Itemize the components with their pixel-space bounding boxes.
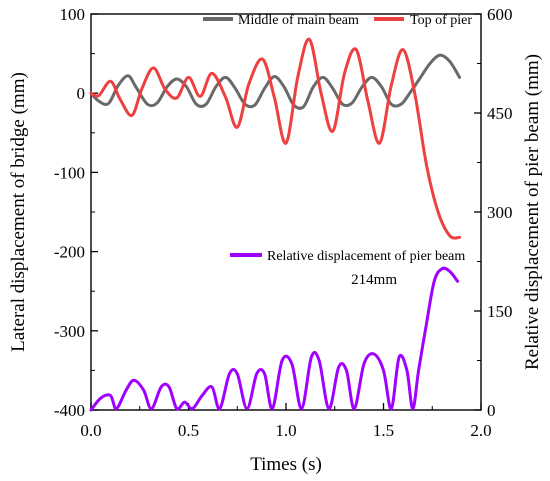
y-left-tick-label-300: -300 (54, 322, 85, 341)
y-left-tick-label-100: -100 (54, 163, 85, 182)
series-line-top-of-pier (89, 37, 462, 240)
y-left-tick-label-200: -200 (54, 243, 85, 262)
y-right-tick-label-0: 0 (487, 401, 496, 420)
x-tick-label-1-5: 1.5 (373, 421, 394, 440)
y-right-axis-title: Relative displacement of pier beam (mm) (522, 54, 543, 370)
y-right-tick-label-150: 150 (487, 302, 513, 321)
y-right-tick-label-450: 450 (487, 104, 513, 123)
y-left-tick-label-400: -400 (54, 401, 85, 420)
legend-label-relative-displacement: Relative displacement of pier beam (267, 249, 465, 264)
x-tick-label-0-5: 0.5 (178, 421, 199, 440)
legend-label-top-of-pier: Top of pier (410, 13, 472, 28)
series-line-relative-displacement-of-pier-beam (89, 266, 460, 412)
x-tick-label-0-0: 0.0 (80, 421, 101, 440)
annotation-peak-214mm: 214mm (351, 272, 397, 288)
legend-bottom: Relative displacement of pier beam (230, 249, 465, 264)
y-left-tick-label-100: 100 (60, 5, 86, 24)
legend-label-middle-of-main-beam: Middle of main beam (238, 13, 359, 28)
x-axis-title: Times (s) (250, 454, 322, 475)
x-tick-label-2-0: 2.0 (470, 421, 491, 440)
series-group (89, 37, 462, 412)
x-tick-label-1-0: 1.0 (275, 421, 296, 440)
y-left-tick-label-0: 0 (77, 84, 86, 103)
ticks-group: 0.0 0.5 1.0 1.5 2.0 100 0 -100 -200 -300 -400 600 45… (54, 5, 513, 440)
y-left-axis-title: Lateral displacement of bridge (mm) (8, 72, 29, 352)
y-right-tick-label-600: 600 (487, 5, 513, 24)
y-right-tick-label-300: 300 (487, 203, 513, 222)
legend-top: Middle of main beam Top of pier (203, 13, 472, 28)
series-line-middle-of-main-beam (89, 53, 462, 110)
